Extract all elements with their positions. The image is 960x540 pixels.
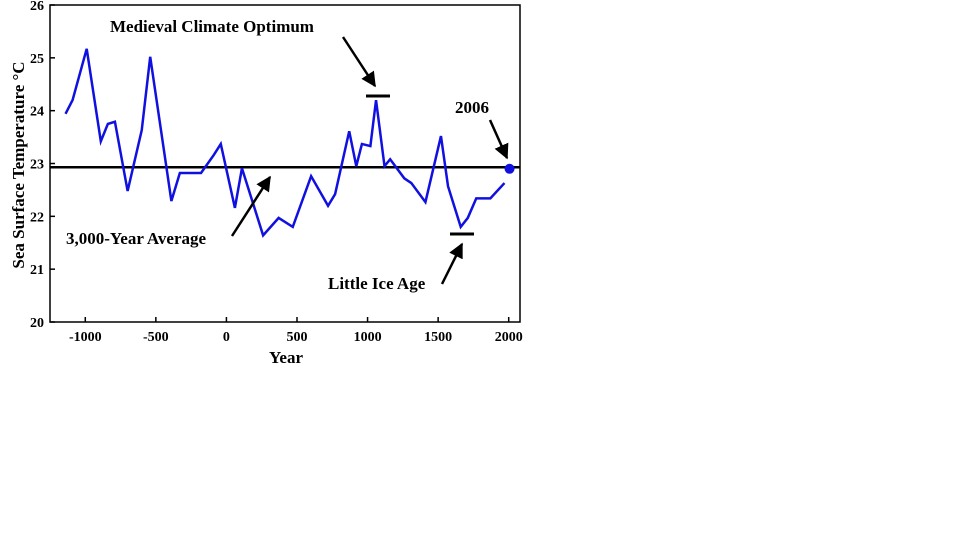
x-tick-label: 1500 (424, 330, 452, 345)
x-tick-label: 1000 (354, 330, 382, 345)
y-tick-label: 25 (30, 52, 44, 67)
x-tick-label: -500 (143, 330, 169, 345)
y-tick-label: 22 (30, 210, 44, 225)
plot-frame (49, 4, 521, 323)
annotation-little-ice-age: Little Ice Age (328, 274, 426, 293)
x-tick-label: -1000 (69, 330, 102, 345)
annotation-2006: 2006 (455, 98, 489, 117)
y-tick-label: 20 (30, 316, 44, 331)
arrow-medieval (341, 36, 377, 88)
point-2006 (504, 163, 515, 174)
arrow-2006 (488, 119, 509, 160)
x-tick-label: 500 (286, 330, 307, 345)
y-tick-label: 21 (30, 263, 44, 278)
series-line (64, 48, 506, 238)
x-tick-label: 0 (223, 330, 230, 345)
x-axis-label: Year (269, 348, 303, 367)
annotation-average: 3,000-Year Average (66, 229, 207, 248)
arrow-little-ice-age (440, 242, 464, 285)
arrow-average (230, 175, 272, 237)
y-tick-label: 23 (30, 158, 44, 173)
annotation-medieval: Medieval Climate Optimum (110, 17, 314, 36)
y-axis-label: Sea Surface Temperature °C (9, 61, 28, 268)
y-tick-label: 24 (30, 105, 44, 120)
y-tick-label: 26 (30, 0, 44, 14)
x-tick-label: 2000 (495, 330, 523, 345)
